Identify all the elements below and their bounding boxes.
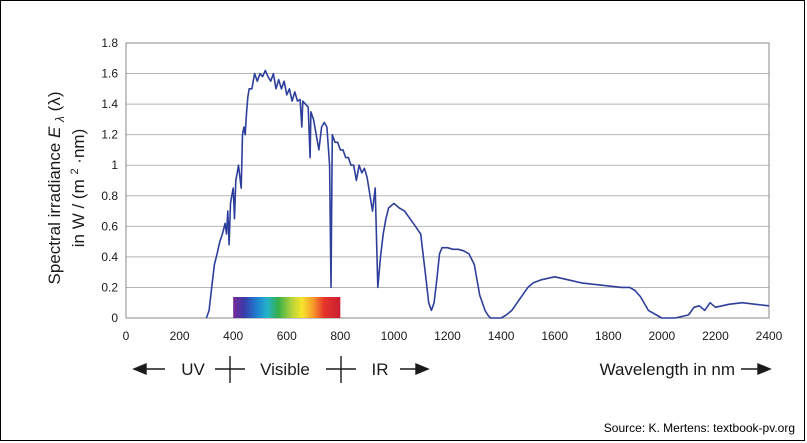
band-label-visible: Visible [260,360,310,379]
y-tick-label: 0.8 [101,189,118,203]
y-axis-arg: (λ) [45,91,64,111]
y-tick-label: 0 [111,311,118,325]
y-tick-label: 1 [111,158,118,172]
y-tick-label: 0.2 [101,280,118,294]
band-label-uv: UV [181,360,205,379]
x-tick-label: 1000 [381,329,408,343]
y-axis-unit-sup: 2 [69,168,81,174]
irradiance-series-line [205,69,770,319]
y-tick-labels: 0 0.2 0.4 0.6 0.8 1 1.2 1.4 1.6 1.8 [101,36,118,325]
x-tick-label: 2400 [756,329,783,343]
svg-text:Spectral irradiance E: Spectral irradiance E λ (λ) [45,91,68,284]
y-axis-symbol: E [45,126,64,138]
y-axis-unit-post: ·nm) [69,129,88,164]
x-tick-label: 800 [330,329,350,343]
y-tick-label: 0.6 [101,219,118,233]
x-tick-label: 400 [223,329,243,343]
uv-arrowhead-icon [132,362,147,376]
source-credit: Source: K. Mertens: textbook-pv.org [604,421,795,435]
y-tick-label: 1.2 [101,128,118,142]
wavelength-arrowhead-icon [757,362,772,376]
y-tick-label: 1.4 [101,97,118,111]
y-axis-label-line1: Spectral irradiance [45,143,64,285]
band-label-ir: IR [372,360,389,379]
plot-border [125,42,770,319]
band-row [132,356,772,383]
y-axis-label: Spectral irradiance E λ (λ) in W / (m 2 … [45,91,88,284]
x-axis-label: Wavelength in nm [600,360,735,379]
x-tick-label: 200 [170,329,190,343]
x-tick-label: 1400 [488,329,515,343]
ir-arrowhead-icon [415,362,430,376]
x-tick-label: 0 [123,329,130,343]
visible-spectrum-band [233,297,341,318]
y-tick-label: 1.8 [101,36,118,50]
x-tick-label: 2200 [702,329,729,343]
x-tick-label: 1200 [434,329,461,343]
x-tick-label: 2000 [648,329,675,343]
y-axis-subscript: λ [53,116,67,123]
y-tick-label: 1.6 [101,67,118,81]
x-tick-labels: 0 200 400 600 800 1000 1200 1400 1600 1800 2000 220… [123,329,783,343]
y-axis-unit-pre: in W / (m [69,179,88,247]
x-tick-label: 1800 [595,329,622,343]
x-tick-label: 1600 [541,329,568,343]
x-tick-label: 600 [277,329,297,343]
grid-lines [126,73,769,288]
y-tick-label: 0.4 [101,250,118,264]
svg-text:in W / (m 2 ·nm): in W / (m 2 ·nm) [63,129,88,248]
